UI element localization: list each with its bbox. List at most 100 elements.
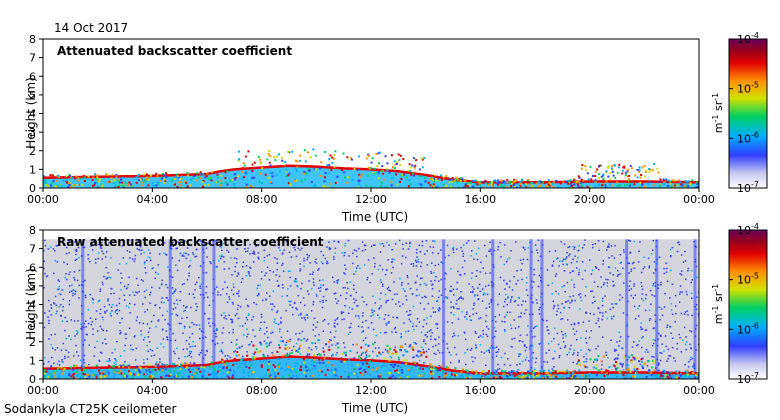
noise-pixel: [104, 310, 106, 313]
noise-pixel: [641, 285, 643, 288]
noise-pixel: [462, 252, 465, 255]
noise-pixel: [663, 306, 666, 308]
noise-pixel: [460, 290, 462, 293]
noise-pixel: [402, 243, 404, 246]
noise-pixel: [551, 265, 554, 267]
signal-pixel: [618, 371, 621, 374]
signal-pixel: [414, 364, 417, 367]
cb-tick-label: 10-4: [737, 222, 759, 237]
noise-pixel: [446, 297, 449, 299]
signal-pixel: [614, 361, 617, 364]
noise-pixel: [584, 294, 587, 297]
noise-pixel: [246, 328, 248, 331]
noise-pixel: [497, 363, 499, 366]
noise-pixel: [270, 303, 272, 305]
signal-pixel: [570, 377, 573, 379]
noise-pixel: [619, 336, 622, 338]
noise-pixel: [252, 315, 255, 318]
noise-pixel: [361, 352, 363, 355]
noise-pixel: [430, 270, 432, 273]
signal-pixel: [638, 170, 641, 173]
noise-pixel: [171, 257, 174, 259]
noise-pixel: [505, 260, 508, 263]
signal-pixel: [304, 160, 307, 163]
signal-pixel: [455, 178, 458, 181]
noise-pixel: [561, 318, 564, 320]
signal-pixel: [413, 157, 416, 160]
noise-pixel: [449, 290, 451, 292]
noise-pixel: [628, 289, 631, 292]
signal-pixel: [121, 176, 124, 179]
signal-pixel: [507, 375, 510, 378]
noise-pixel: [426, 317, 428, 319]
signal-pixel: [596, 358, 599, 361]
noise-pixel: [277, 323, 280, 326]
noise-pixel: [192, 293, 194, 295]
noise-pixel: [546, 361, 549, 363]
noise-pixel: [412, 265, 415, 267]
noise-pixel: [230, 257, 232, 259]
noise-pixel: [607, 357, 609, 359]
signal-pixel: [577, 185, 580, 188]
noise-pixel: [135, 347, 138, 350]
noise-pixel: [552, 357, 555, 360]
signal-pixel: [118, 181, 121, 184]
y-tick-label: 2: [29, 336, 36, 349]
noise-pixel: [44, 312, 46, 314]
signal-pixel: [623, 166, 626, 169]
noise-pixel: [616, 341, 618, 343]
signal-pixel: [387, 350, 390, 353]
signal-pixel: [250, 364, 253, 367]
noise-pixel: [337, 279, 340, 281]
noise-pixel: [559, 311, 562, 314]
noise-pixel: [178, 357, 180, 360]
signal-pixel: [627, 369, 630, 372]
noise-pixel: [495, 351, 497, 354]
signal-pixel: [331, 156, 334, 159]
noise-pixel: [590, 330, 592, 332]
noise-pixel: [452, 332, 455, 335]
noise-pixel: [513, 337, 516, 340]
signal-pixel: [362, 351, 365, 354]
noise-pixel: [416, 256, 418, 258]
noise-pixel: [375, 334, 378, 337]
noise-pixel: [237, 304, 240, 307]
signal-pixel: [306, 349, 309, 352]
noise-pixel: [79, 359, 82, 362]
noise-pixel: [612, 280, 614, 283]
noise-pixel: [267, 354, 269, 357]
signal-pixel: [455, 176, 458, 179]
noise-pixel: [594, 243, 597, 245]
noise-pixel: [601, 297, 604, 300]
noise-pixel: [365, 354, 368, 356]
noise-pixel: [412, 325, 414, 328]
noise-pixel: [414, 259, 417, 262]
noise-pixel: [221, 341, 224, 344]
signal-pixel: [366, 367, 369, 370]
signal-pixel: [239, 363, 242, 366]
signal-pixel: [394, 377, 397, 379]
noise-pixel: [56, 245, 59, 247]
noise-pixel: [314, 260, 316, 263]
noise-pixel: [645, 294, 647, 296]
noise-pixel: [566, 353, 569, 356]
signal-pixel: [396, 373, 399, 376]
noise-pixel: [186, 244, 189, 246]
signal-pixel: [188, 368, 191, 371]
signal-pixel: [153, 377, 156, 379]
noise-pixel: [361, 321, 364, 324]
signal-pixel: [159, 179, 162, 182]
noise-pixel: [135, 277, 138, 280]
signal-pixel: [552, 185, 555, 188]
noise-pixel: [186, 316, 188, 319]
noise-pixel: [242, 261, 245, 264]
noise-pixel: [93, 240, 96, 242]
noise-pixel: [65, 349, 67, 351]
signal-pixel: [238, 158, 241, 161]
noise-pixel: [356, 255, 358, 258]
noise-pixel: [484, 293, 487, 295]
signal-pixel: [253, 356, 256, 359]
signal-pixel: [508, 181, 511, 184]
signal-pixel: [72, 368, 75, 371]
signal-pixel: [395, 369, 398, 372]
